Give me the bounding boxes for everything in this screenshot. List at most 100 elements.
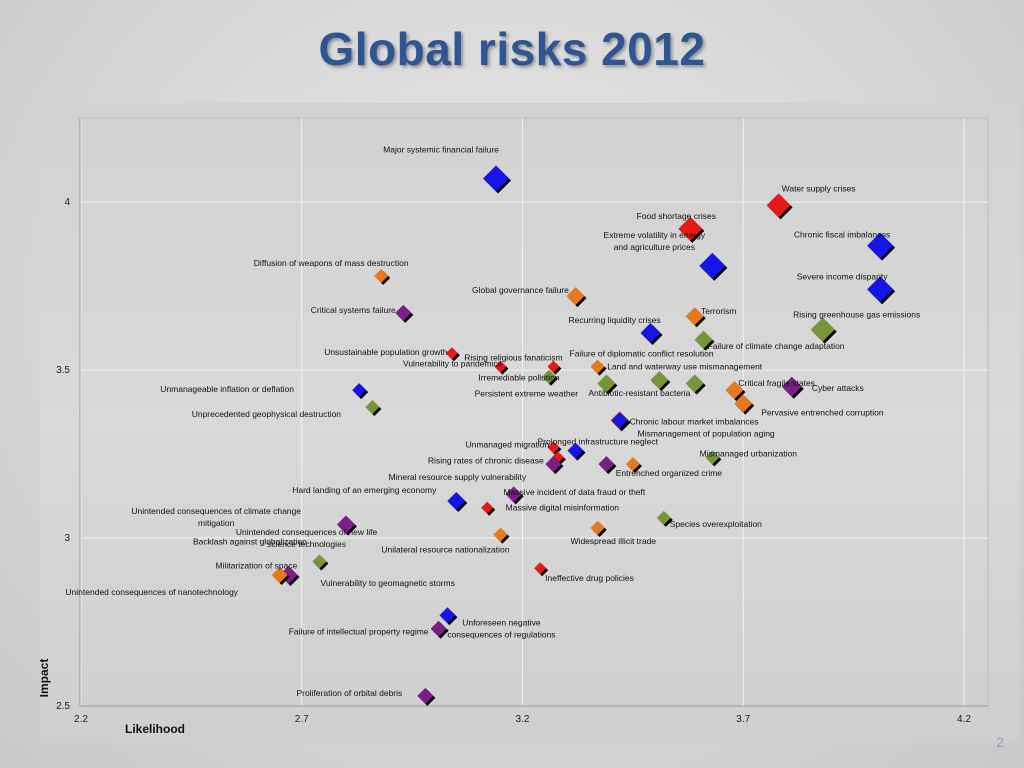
point-label: Rising rates of chronic disease (428, 455, 544, 465)
data-point (312, 554, 329, 571)
y-tick-label: 3 (64, 533, 70, 544)
point-label: Entrenched organized crime (616, 468, 723, 478)
data-point (547, 360, 562, 375)
point-marker (534, 562, 547, 575)
data-point (625, 457, 642, 474)
page-number: 2 (996, 734, 1004, 750)
point-label: Mineral resource supply vulnerability (389, 472, 527, 482)
point-label: Land and waterway use mismanagement (607, 361, 763, 371)
data-point (505, 486, 524, 505)
data-point (867, 276, 896, 305)
point-label: Ineffective drug policies (545, 573, 634, 583)
point-marker (567, 442, 584, 459)
data-point (352, 383, 369, 400)
point-marker (494, 360, 507, 373)
point-label: Unmanageable inflation or deflation (160, 384, 294, 394)
point-label: Critical systems failure (311, 305, 396, 315)
point-marker (766, 193, 791, 218)
point-marker (445, 347, 458, 360)
point-marker (547, 441, 560, 454)
point-label: Global governance failure (472, 285, 569, 295)
data-point (867, 232, 896, 261)
point-label: Unprecedented geophysical destruction (192, 409, 342, 419)
point-label: Terrorism (701, 306, 736, 316)
data-point (445, 347, 460, 362)
y-tick-label: 4 (64, 197, 70, 208)
data-point (447, 492, 468, 513)
point-label: Proliferation of orbital debris (296, 688, 402, 698)
data-point (481, 501, 496, 516)
point-label: Prolonged infrastructure neglect (537, 437, 658, 447)
point-label: Recurring liquidity crises (568, 315, 660, 325)
data-point (336, 515, 357, 536)
point-marker (395, 304, 412, 321)
point-marker (678, 216, 703, 241)
data-point (734, 394, 755, 415)
point-label: Militarization of space (216, 561, 298, 571)
point-label: Massive incident of data fraud or theft (504, 487, 646, 497)
point-label: Backlash against globalization (193, 537, 307, 547)
point-marker (685, 307, 704, 326)
y-tick-label: 3.5 (56, 365, 70, 376)
data-point (611, 412, 630, 431)
data-point (417, 687, 436, 706)
point-marker (271, 566, 288, 583)
point-marker (734, 394, 753, 413)
data-point (766, 193, 793, 220)
data-point (597, 374, 618, 395)
point-marker (493, 527, 508, 542)
point-label: Water supply crises (782, 183, 856, 193)
data-point (590, 359, 607, 376)
data-point (685, 307, 706, 328)
point-marker (640, 323, 661, 344)
point-label: Failure of intellectual property regime (289, 627, 429, 637)
point-marker (867, 276, 894, 303)
point-marker (547, 360, 560, 373)
data-point (541, 369, 558, 386)
point-label: Antibiotic-resistant bacteria (588, 388, 690, 398)
point-marker (312, 554, 327, 569)
point-label: Chronic labour market imbalances (630, 416, 759, 426)
point-marker (590, 520, 605, 535)
data-point (483, 165, 512, 194)
data-point (640, 323, 663, 346)
point-marker (481, 501, 494, 514)
point-marker (625, 457, 640, 472)
data-point (590, 520, 607, 537)
point-marker (699, 252, 726, 279)
x-tick-label: 3.7 (736, 714, 750, 725)
x-tick-label: 2.2 (74, 714, 88, 725)
point-label: Cyber attacks (812, 383, 864, 393)
label-layer: Major systemic financial failure Water su… (65, 144, 920, 697)
point-label: Rising greenhouse gas emissions (793, 310, 920, 320)
point-label: Critical fragile states (738, 378, 815, 388)
x-tick-label: 2.7 (295, 714, 309, 725)
axis-layer: 2.2 2.7 3.2 3.7 4.2 2.5 3 3.5 4 Likelihood Impact (40, 118, 988, 736)
point-marker (541, 369, 556, 384)
point-label: Failure of climate change adaptation (708, 341, 845, 351)
point-marker (365, 399, 380, 414)
data-point (365, 399, 382, 416)
y-tick-label: 2.5 (56, 701, 70, 712)
data-point (685, 374, 706, 395)
x-tick-label: 3.2 (516, 714, 530, 725)
point-label: Hard landing of an emerging economy (292, 485, 437, 495)
point-marker (336, 515, 355, 534)
point-marker (374, 268, 389, 283)
point-label: Failure of diplomatic conflict resolutio… (570, 349, 714, 359)
plot-panel: 2.2 2.7 3.2 3.7 4.2 2.5 3 3.5 4 Likelihood Impact … (40, 103, 1020, 743)
point-marker (694, 330, 713, 349)
point-label: Unforeseen negative consequences of regul… (447, 617, 555, 639)
point-marker (352, 383, 367, 398)
point-label: Unintended consequences of new life scien… (236, 527, 378, 549)
point-marker (447, 492, 466, 511)
point-marker (597, 374, 616, 393)
data-point (699, 252, 728, 281)
data-point (430, 620, 449, 639)
point-marker (725, 381, 744, 400)
point-marker (705, 450, 720, 465)
point-label: Species overexploitation (670, 519, 762, 529)
data-point (781, 376, 804, 399)
point-label: Unmanaged migration (466, 439, 550, 449)
point-label: Severe income disparity (797, 271, 888, 281)
